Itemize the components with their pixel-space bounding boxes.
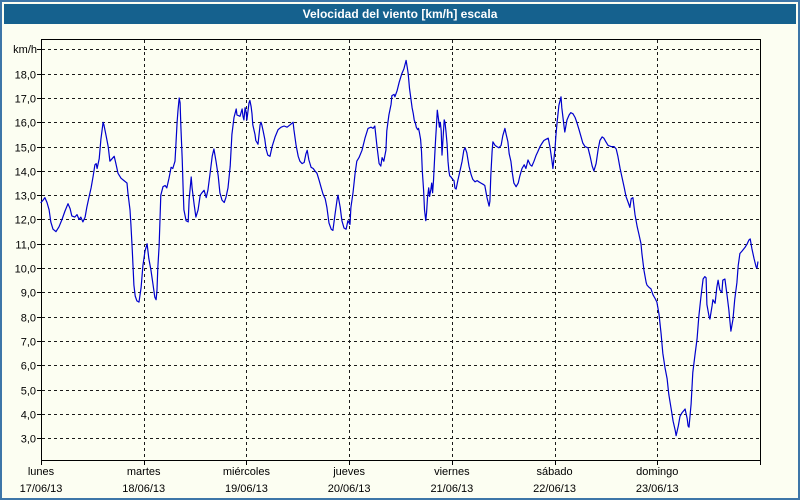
y-axis-tick-label: 17,0	[15, 94, 36, 106]
x-axis-day-date: 22/06/13	[533, 483, 576, 495]
x-axis-day-name: jueves	[332, 466, 365, 478]
wind-speed-line	[40, 59, 759, 437]
x-axis-day-name: viernes	[434, 466, 470, 478]
y-axis-tick-label: 4,0	[21, 410, 36, 422]
x-axis-day-name: domingo	[636, 466, 678, 478]
x-axis-day-date: 19/06/13	[225, 483, 268, 495]
y-axis-unit-label: km/h	[13, 44, 37, 56]
y-axis-tick-label: 12,0	[15, 215, 36, 227]
plot-border	[41, 39, 761, 461]
vertical-gridlines	[144, 40, 658, 459]
x-axis-day-name: miércoles	[223, 466, 271, 478]
x-axis-day-date: 20/06/13	[328, 483, 371, 495]
axis-ticks	[37, 49, 761, 465]
title-bar: Velocidad del viento [km/h] escala	[4, 4, 796, 24]
y-axis-tick-label: 18,0	[15, 70, 36, 82]
x-axis-day-date: 21/06/13	[430, 483, 473, 495]
y-axis-tick-label: 7,0	[21, 337, 36, 349]
y-axis-tick-label: 9,0	[21, 288, 36, 300]
y-axis-tick-label: 15,0	[15, 143, 36, 155]
x-axis-day-date: 17/06/13	[20, 483, 63, 495]
chart-title: Velocidad del viento [km/h] escala	[302, 7, 498, 21]
x-axis-day-name: lunes	[28, 466, 55, 478]
x-axis-day-name: sábado	[537, 466, 573, 478]
y-axis-tick-label: 8,0	[21, 313, 36, 325]
x-axis-day-date: 18/06/13	[122, 483, 165, 495]
y-axis-tick-label: 14,0	[15, 167, 36, 179]
y-axis-tick-label: 13,0	[15, 191, 36, 203]
x-axis-day-date: 23/06/13	[636, 483, 679, 495]
y-axis-tick-label: 6,0	[21, 361, 36, 373]
y-axis-tick-label: 3,0	[21, 434, 36, 446]
horizontal-gridlines	[42, 49, 759, 439]
y-axis-tick-label: 16,0	[15, 118, 36, 130]
y-axis-tick-label: 5,0	[21, 386, 36, 398]
x-axis-day-name: martes	[127, 466, 161, 478]
y-axis-tick-label: 10,0	[15, 264, 36, 276]
y-axis-tick-label: 11,0	[15, 240, 36, 252]
y-axis-labels: 18,0 17,0 16,0 15,0 14,0 13,0 12,0 11,0 10,0 9,0 8…	[15, 70, 36, 446]
x-axis-labels: lunes 17/06/13 martes 18/06/13 miércoles 19/0…	[20, 466, 679, 495]
